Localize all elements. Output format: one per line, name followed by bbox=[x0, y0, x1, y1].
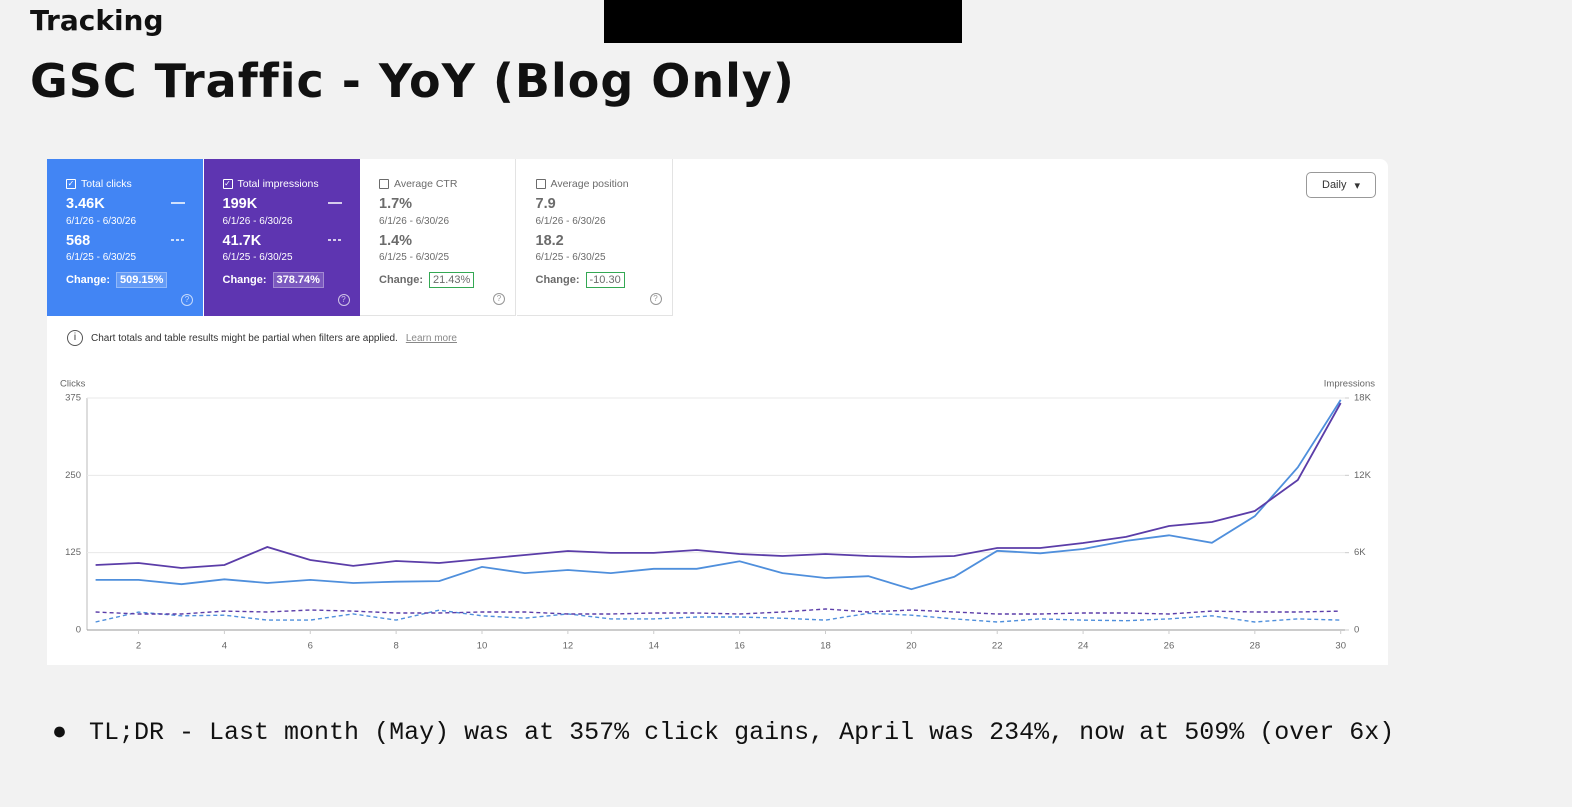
metric-name: Total impressions bbox=[237, 178, 319, 190]
y2-tick-label: 12K bbox=[1354, 470, 1372, 481]
metric-previous-range: 6/1/25 - 6/30/25 bbox=[379, 252, 450, 263]
help-icon: ? bbox=[337, 294, 350, 306]
metric-previous-range: 6/1/25 - 6/30/25 bbox=[66, 252, 137, 263]
metric-name: Average position bbox=[550, 178, 629, 190]
x-tick-label: 22 bbox=[992, 641, 1003, 652]
bullet: ● TL;DR - Last month (May) was at 357% c… bbox=[52, 718, 1394, 747]
metric-current-range: 6/1/26 - 6/30/26 bbox=[535, 216, 606, 227]
y2-tick-label: 6K bbox=[1354, 547, 1366, 558]
x-tick-label: 6 bbox=[308, 641, 313, 652]
change-value: 21.43% bbox=[429, 272, 475, 288]
slide-title: GSC Traffic - YoY (Blog Only) bbox=[30, 54, 795, 108]
learn-more-link[interactable]: Learn more bbox=[405, 332, 457, 344]
metric-header: Average position bbox=[535, 178, 629, 190]
x-tick-label: 24 bbox=[1078, 641, 1089, 652]
x-tick-label: 18 bbox=[820, 641, 831, 652]
legend-marker bbox=[327, 239, 342, 241]
x-tick-label: 2 bbox=[136, 641, 141, 652]
metric-current: 7.9 bbox=[535, 196, 556, 212]
metric-header: ✓ Total clicks bbox=[66, 178, 132, 190]
metric-previous: 1.4% bbox=[379, 233, 413, 249]
metric-current-range: 6/1/26 - 6/30/26 bbox=[222, 216, 293, 227]
metric-name: Average CTR bbox=[394, 178, 458, 190]
y2-axis-title: Impressions bbox=[1324, 379, 1375, 390]
metric-card[interactable]: ✓ Total clicks 3.46K 6/1/26 - 6/30/26 568 6/1… bbox=[47, 159, 203, 316]
checkbox[interactable]: ✓ bbox=[66, 179, 76, 189]
metric-previous-range: 6/1/25 - 6/30/25 bbox=[535, 252, 606, 263]
help-icon: ? bbox=[493, 293, 505, 305]
x-tick-label: 26 bbox=[1164, 641, 1175, 652]
x-tick-label: 10 bbox=[477, 641, 488, 652]
checkbox[interactable]: ✓ bbox=[222, 179, 233, 189]
change-label: Change: bbox=[535, 274, 580, 286]
metric-card[interactable]: Average position 7.9 6/1/26 - 6/30/26 18.2 6… bbox=[516, 159, 673, 316]
info-icon: i bbox=[67, 330, 83, 346]
metric-current: 199K bbox=[222, 196, 258, 212]
x-tick-label: 20 bbox=[906, 641, 917, 652]
checkbox[interactable] bbox=[535, 179, 546, 189]
change-label: Change: bbox=[379, 274, 423, 286]
slide-label: Tracking bbox=[30, 4, 164, 37]
metric-current-range: 6/1/26 - 6/30/26 bbox=[379, 216, 450, 227]
metric-current: 1.7% bbox=[379, 196, 413, 212]
x-tick-label: 16 bbox=[734, 641, 745, 652]
date-filter[interactable]: Daily ▾ bbox=[1306, 172, 1376, 198]
change-value: -10.30 bbox=[585, 272, 625, 288]
metric-current: 3.46K bbox=[66, 196, 105, 212]
y-tick-label: 250 bbox=[65, 470, 81, 481]
y2-tick-label: 0 bbox=[1354, 625, 1359, 636]
change-value: 378.74% bbox=[272, 272, 324, 288]
redaction bbox=[604, 0, 962, 43]
metric-previous-range: 6/1/25 - 6/30/25 bbox=[222, 252, 293, 263]
x-tick-label: 14 bbox=[648, 641, 659, 652]
metric-current-range: 6/1/26 - 6/30/26 bbox=[66, 216, 137, 227]
metric-change: Change: -10.30 bbox=[536, 272, 625, 288]
change-label: Change: bbox=[66, 274, 110, 286]
bullet-dot: ● bbox=[52, 718, 68, 747]
metric-change: Change: 509.15% bbox=[66, 272, 168, 288]
series-line bbox=[95, 608, 1341, 615]
metric-card[interactable]: Average CTR 1.7% 6/1/26 - 6/30/26 1.4% 6/1/2… bbox=[360, 159, 516, 316]
change-value: 509.15% bbox=[116, 272, 168, 288]
help-icon: ? bbox=[649, 293, 662, 305]
legend-marker bbox=[327, 202, 342, 204]
legend-marker bbox=[171, 239, 185, 241]
series-line bbox=[95, 609, 1341, 623]
notice: i Chart totals and table results might b… bbox=[67, 330, 457, 346]
metric-change: Change: 378.74% bbox=[223, 272, 324, 288]
filter-label: Daily bbox=[1322, 179, 1347, 191]
y-axis-title: Clicks bbox=[60, 379, 86, 390]
checkbox[interactable] bbox=[379, 179, 389, 189]
dropdown-arrow: ▾ bbox=[1354, 179, 1360, 192]
help-icon: ? bbox=[181, 294, 193, 306]
bullet-text: TL;DR - Last month (May) was at 357% cli… bbox=[89, 718, 1395, 747]
x-tick-label: 28 bbox=[1250, 641, 1261, 652]
y-tick-label: 375 bbox=[65, 393, 81, 404]
y2-tick-label: 18K bbox=[1354, 393, 1372, 404]
metric-previous: 41.7K bbox=[222, 233, 262, 249]
x-tick-label: 30 bbox=[1335, 641, 1346, 652]
notice-text: Chart totals and table results might be … bbox=[91, 332, 398, 344]
series-line bbox=[95, 402, 1342, 569]
legend-marker bbox=[171, 202, 185, 204]
change-label: Change: bbox=[222, 274, 267, 286]
x-tick-label: 8 bbox=[393, 641, 398, 652]
gsc-panel: Clicks Impressions 0 125 250 375 0 6K 12K 18K 2 4 6 8… bbox=[47, 159, 1388, 665]
metric-card[interactable]: ✓ Total impressions 199K 6/1/26 - 6/30/26 41… bbox=[203, 159, 360, 316]
x-tick-label: 4 bbox=[222, 641, 227, 652]
series-line bbox=[95, 399, 1342, 591]
metric-previous: 568 bbox=[66, 233, 91, 249]
metric-name: Total clicks bbox=[81, 178, 132, 190]
metric-header: Average CTR bbox=[379, 178, 457, 190]
metric-change: Change: 21.43% bbox=[379, 272, 475, 288]
y-tick-label: 125 bbox=[65, 547, 81, 558]
x-tick-label: 12 bbox=[563, 641, 574, 652]
metric-previous: 18.2 bbox=[535, 233, 564, 249]
y-tick-label: 0 bbox=[76, 625, 81, 636]
metric-header: ✓ Total impressions bbox=[222, 178, 319, 190]
